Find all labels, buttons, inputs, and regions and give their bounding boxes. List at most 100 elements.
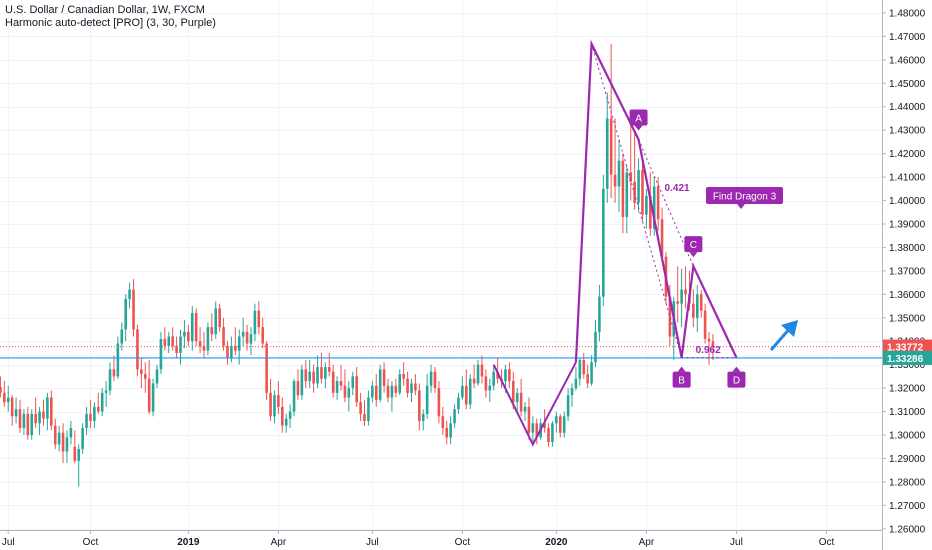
candle xyxy=(590,355,593,386)
candle-body xyxy=(96,406,100,412)
candle-body xyxy=(680,289,683,304)
x-tick-label: Jul xyxy=(2,537,15,548)
y-tick-label: 1.32000 xyxy=(889,384,926,395)
candle-body xyxy=(81,427,84,450)
candle xyxy=(316,355,319,389)
candle xyxy=(484,369,488,398)
badge-bg xyxy=(629,109,648,126)
candle-body xyxy=(261,327,265,344)
candle-body xyxy=(492,371,496,386)
y-tick-label: 1.27000 xyxy=(889,501,926,512)
candle xyxy=(140,357,143,389)
candle xyxy=(61,423,65,464)
candle-body xyxy=(316,367,319,384)
candle xyxy=(476,359,480,386)
candle-body xyxy=(566,395,570,417)
candle xyxy=(46,392,49,431)
candle-body xyxy=(253,310,257,335)
candle xyxy=(547,423,550,447)
candle xyxy=(292,378,296,417)
candle xyxy=(269,378,272,421)
candle-body xyxy=(711,341,715,347)
y-tick-label: 1.47000 xyxy=(889,32,926,43)
last-price-tag: 1.33772 xyxy=(883,339,932,354)
candle-body xyxy=(488,385,492,391)
candle xyxy=(558,413,562,438)
candle-body xyxy=(605,118,609,189)
badge-pointer xyxy=(634,125,643,131)
candle xyxy=(602,174,605,307)
candle xyxy=(104,381,108,407)
candle xyxy=(633,130,636,210)
candle-body xyxy=(237,336,241,351)
ratio-label-xb: 0.421 xyxy=(665,183,690,194)
candle-body xyxy=(280,406,284,426)
candle xyxy=(335,376,339,400)
candle-body xyxy=(476,364,480,384)
candle xyxy=(198,327,202,353)
candle xyxy=(468,374,472,410)
candle-body xyxy=(625,172,629,217)
candles xyxy=(0,43,715,487)
x-tick-label: Jul xyxy=(730,537,743,548)
candle-body xyxy=(140,369,143,375)
y-tick-label: 1.36000 xyxy=(889,290,926,301)
candle xyxy=(582,352,586,379)
candle-body xyxy=(519,392,523,412)
candle-body xyxy=(312,371,315,384)
candle-body xyxy=(331,371,335,393)
candle-body xyxy=(641,170,644,215)
candle xyxy=(472,364,476,389)
candle-body xyxy=(120,329,124,344)
candle-body xyxy=(468,378,472,405)
badge-pointer xyxy=(677,366,686,372)
candle-body xyxy=(406,378,409,393)
indicator-legend[interactable]: Harmonic auto-detect [PRO] (3, 30, Purpl… xyxy=(5,17,216,29)
candle-body xyxy=(230,345,233,358)
y-tick-label: 1.42000 xyxy=(889,149,926,160)
candle-body xyxy=(132,289,135,330)
candle-body xyxy=(515,392,519,403)
candle xyxy=(34,397,37,428)
candle xyxy=(402,362,405,386)
candle-body xyxy=(378,369,382,400)
harmonic-pattern: 0.421 0.962 A B C D Find Dragon 3 xyxy=(0,39,882,447)
candle xyxy=(327,352,331,377)
candle-body xyxy=(155,369,159,384)
candle-body xyxy=(594,331,597,363)
candle xyxy=(617,139,621,213)
candle xyxy=(676,266,680,323)
candle-body xyxy=(34,413,37,424)
candle xyxy=(65,430,69,464)
candle xyxy=(371,381,374,403)
candle xyxy=(488,378,492,403)
candle-body xyxy=(543,423,546,428)
candle-body xyxy=(93,406,96,421)
candle-body xyxy=(104,390,108,393)
candle-body xyxy=(61,432,65,452)
candle xyxy=(257,301,261,335)
candle xyxy=(437,381,441,424)
candle xyxy=(241,317,245,346)
candle-body xyxy=(652,186,656,229)
badge-bg xyxy=(684,236,703,253)
candle xyxy=(163,327,167,351)
candle-body xyxy=(484,376,488,391)
pattern-point-d: D xyxy=(727,366,746,388)
candle-body xyxy=(574,378,578,389)
candle xyxy=(378,364,382,403)
candle xyxy=(26,406,30,440)
y-tick-label: 1.26000 xyxy=(889,524,926,535)
candle xyxy=(449,416,452,445)
candle-body xyxy=(445,427,449,438)
candle xyxy=(237,329,241,365)
candle xyxy=(398,369,402,396)
y-tick-label: 1.38000 xyxy=(889,243,926,254)
candle-body xyxy=(69,427,73,438)
candle-body xyxy=(527,406,531,433)
candle xyxy=(441,406,445,436)
candle xyxy=(265,341,268,400)
candle-body xyxy=(355,376,358,403)
